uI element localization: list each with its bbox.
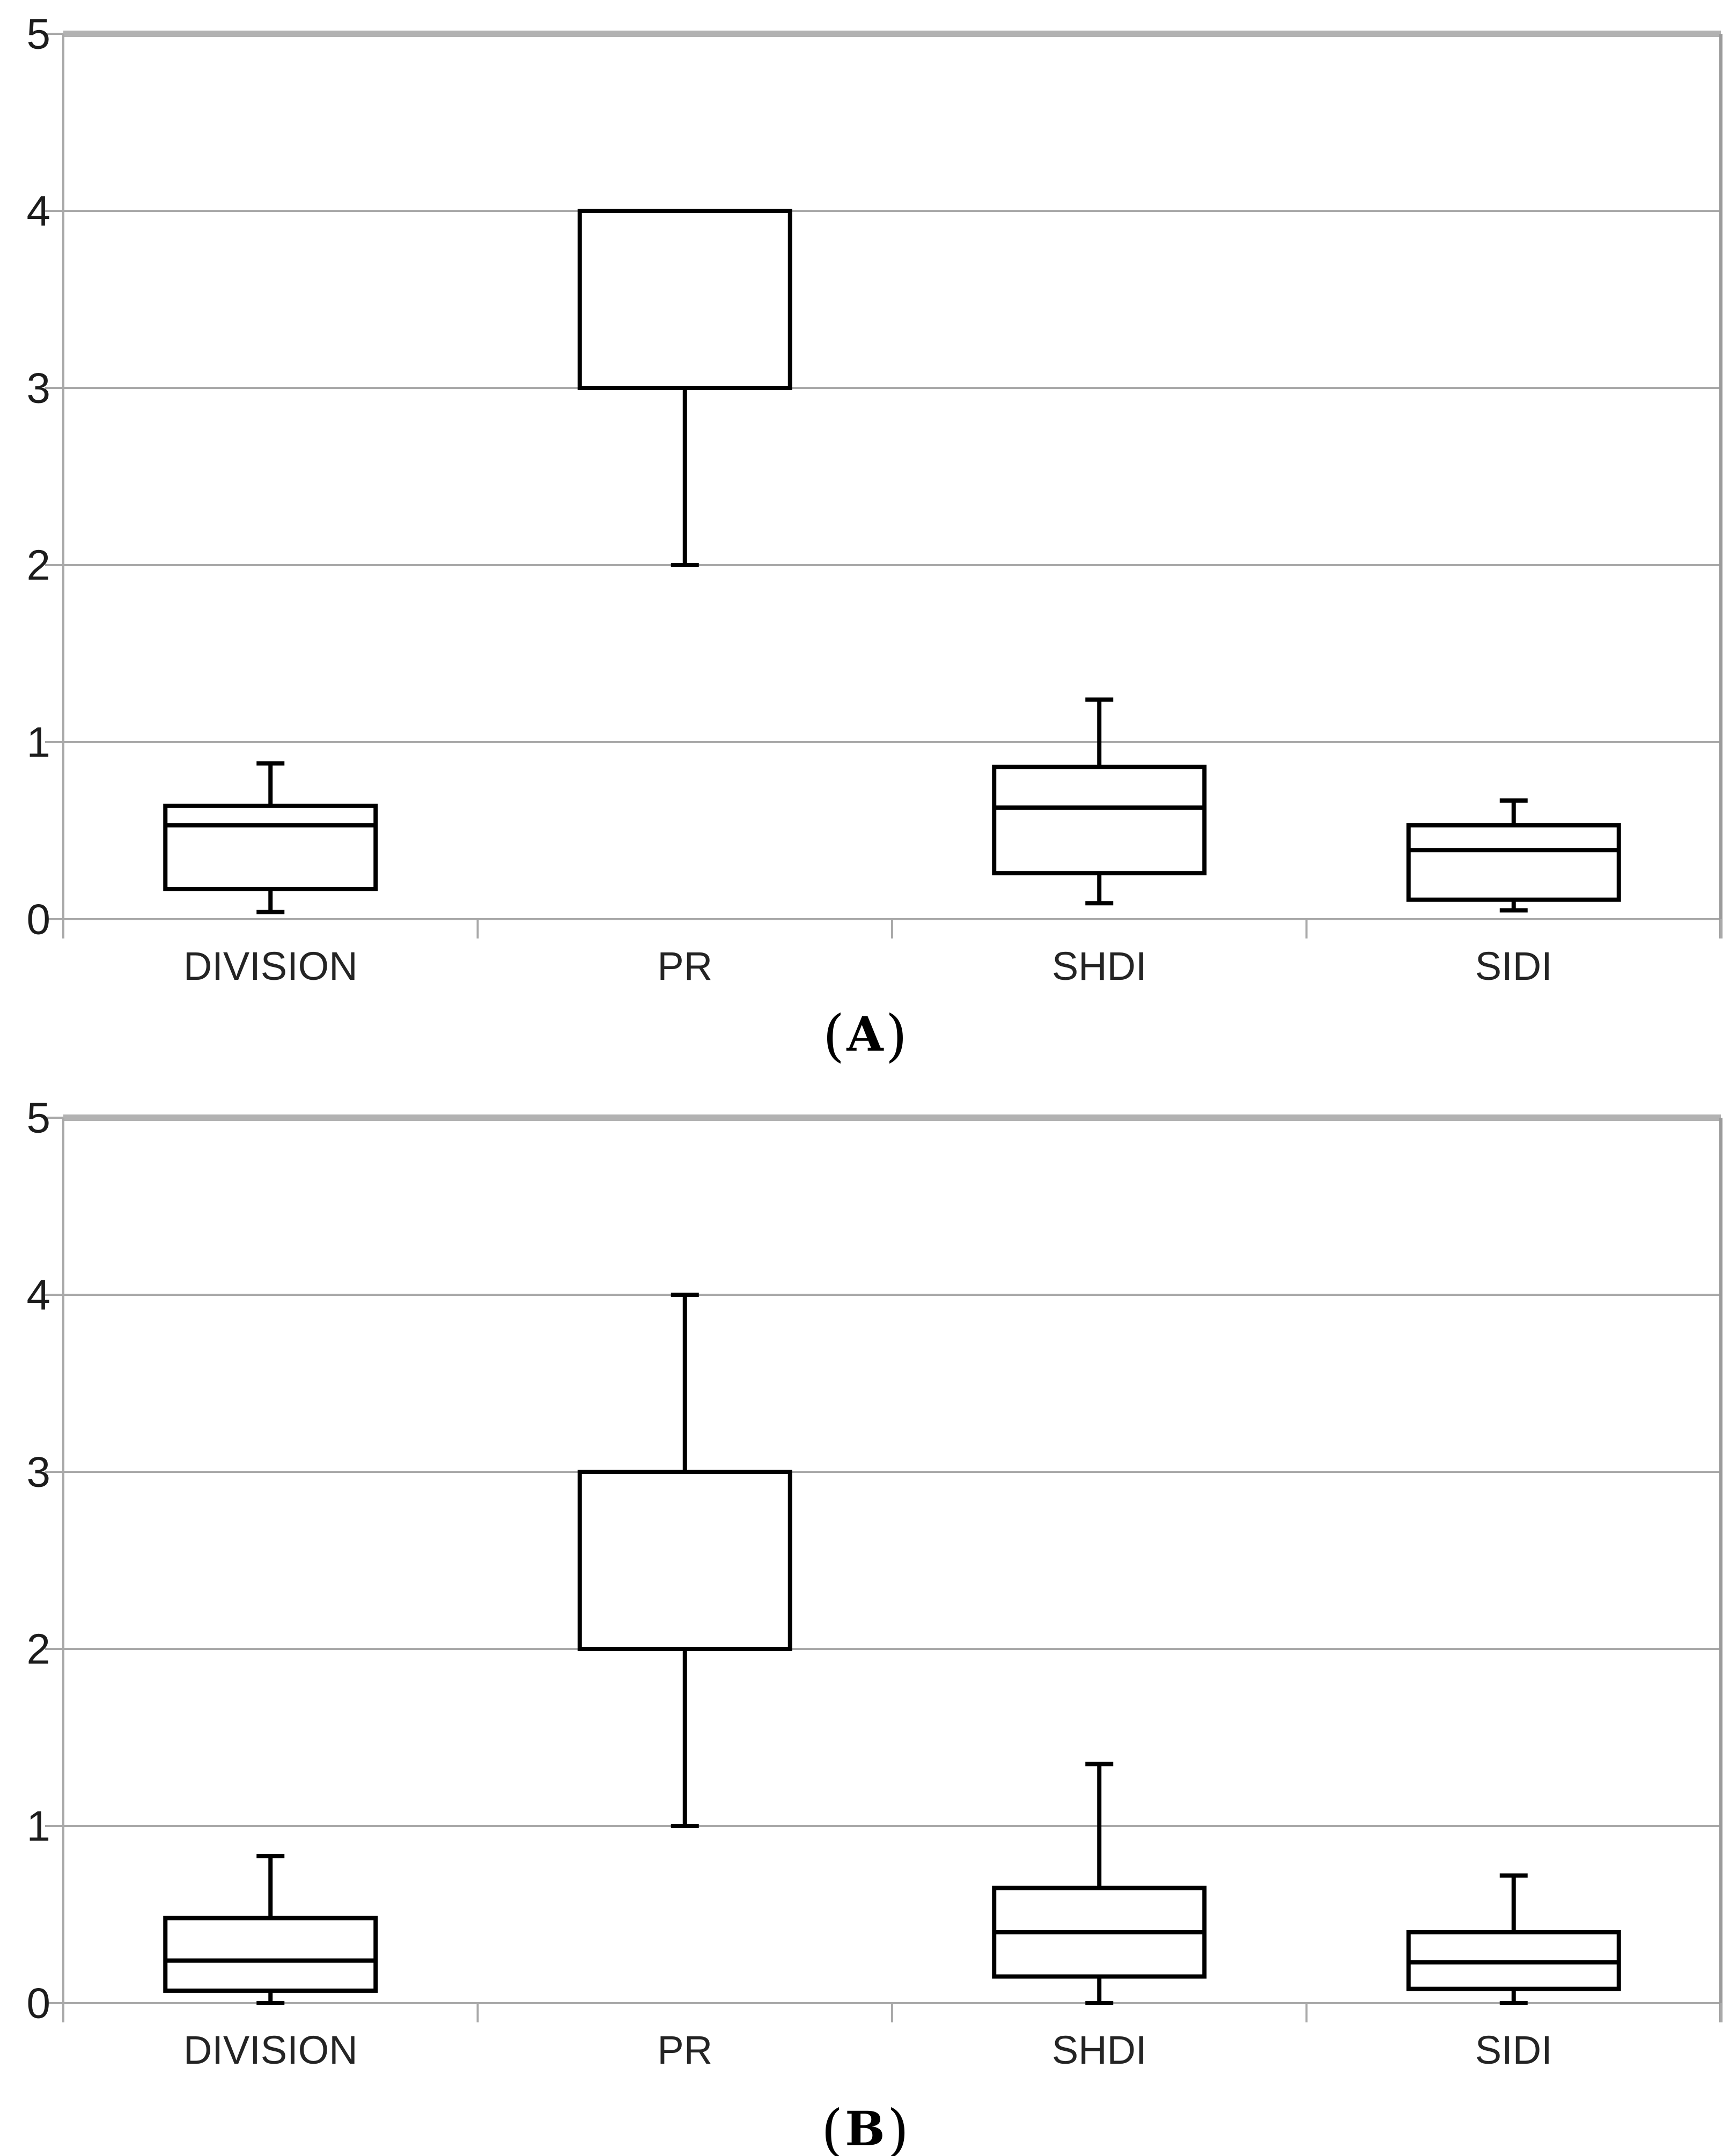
caption-open-paren: (	[822, 1003, 845, 1068]
y-tick-label: 0	[27, 1979, 51, 2027]
boxplot-chart-panel-b: 0 1 2 3 4 5 DIVISION PR SHDI SIDI	[27, 1094, 1722, 2072]
x-category-label: PR	[657, 944, 712, 988]
caption-open-paren: (	[821, 2098, 843, 2156]
y-tick-label: 2	[27, 541, 51, 589]
boxplot-sidi	[1406, 1873, 1621, 2005]
x-category-label: PR	[657, 2028, 712, 2072]
caption-close-paren: )	[887, 2098, 909, 2156]
caption-close-paren: )	[885, 1003, 908, 1068]
y-tick-label: 5	[27, 10, 51, 58]
panel-a-caption: (A)	[0, 1008, 1730, 1064]
boxplot-chart-panel-a: 0 1 2 3 4 5 DIVISION PR SHDI SIDI	[27, 10, 1722, 988]
iqr-box	[163, 803, 378, 891]
boxplot-division	[163, 761, 378, 914]
boxplot-shdi	[992, 697, 1207, 906]
y-tick-label: 1	[27, 718, 51, 766]
caption-letter: B	[845, 2101, 885, 2156]
iqr-box	[992, 765, 1207, 876]
iqr-box	[1406, 823, 1621, 902]
x-category-label: DIVISION	[183, 2028, 358, 2072]
boxplot-division	[163, 1854, 378, 2005]
boxplot-pr	[577, 209, 792, 567]
y-tick-label: 2	[27, 1625, 51, 1673]
boxplot-pr	[577, 1293, 792, 1828]
x-category-label: SHDI	[1052, 2028, 1147, 2072]
y-tick-label: 0	[27, 896, 51, 943]
y-tick-label: 4	[27, 1271, 51, 1319]
y-tick-label: 3	[27, 364, 51, 412]
boxplot-sidi	[1406, 798, 1621, 913]
iqr-box	[163, 1916, 378, 1993]
caption-letter: A	[846, 1006, 884, 1062]
boxplot-shdi	[992, 1762, 1207, 2005]
y-tick-label: 4	[27, 187, 51, 235]
y-tick-label: 3	[27, 1448, 51, 1496]
x-category-label: DIVISION	[183, 944, 358, 988]
x-category-label: SIDI	[1475, 944, 1552, 988]
iqr-box	[577, 209, 792, 390]
x-category-label: SIDI	[1475, 2028, 1552, 2072]
panel-b-caption: (B)	[0, 2102, 1730, 2156]
y-tick-label: 5	[27, 1094, 51, 1142]
iqr-box	[577, 1470, 792, 1651]
x-category-label: SHDI	[1052, 944, 1147, 988]
y-tick-label: 1	[27, 1802, 51, 1850]
